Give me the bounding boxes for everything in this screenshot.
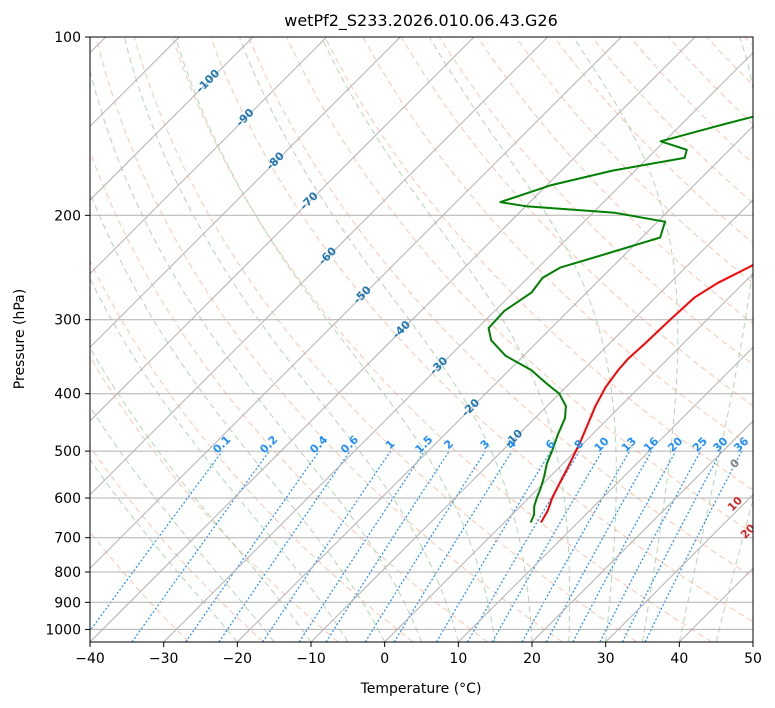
mixing-ratio-line <box>621 450 722 642</box>
isotherm-line <box>457 346 753 642</box>
isotherm-line <box>605 493 753 642</box>
x-axis-label: Temperature (°C) <box>360 681 482 697</box>
chart-title: wetPf2_S233.2026.010.06.43.G26 <box>284 11 558 31</box>
isotherm-line <box>90 37 549 496</box>
x-tick-label: −30 <box>149 651 179 667</box>
y-axis-label: Pressure (hPa) <box>12 289 28 389</box>
isotherm-line <box>90 37 696 642</box>
mixing-ratio-lines <box>90 450 743 642</box>
moist-adiabat-line <box>123 37 459 642</box>
mixing-ratio-line <box>90 450 223 632</box>
dry-adiabat-line <box>400 37 753 407</box>
x-tick-label: 40 <box>670 651 688 667</box>
dry-adiabat-line <box>438 37 753 366</box>
y-tick-label: 200 <box>54 208 81 224</box>
dry-adiabat-line <box>248 37 753 578</box>
moist-adiabat-line <box>428 37 617 642</box>
x-tick-label: 20 <box>523 651 541 667</box>
isotherm-line <box>531 420 753 642</box>
isotherm-line <box>90 37 401 349</box>
mixing-ratio-line <box>325 450 450 642</box>
y-tick-label: 500 <box>54 444 81 460</box>
dry-adiabat-line <box>90 445 264 642</box>
dewpoint-line <box>487 115 753 523</box>
x-tick-label: −10 <box>296 651 326 667</box>
x-tick-label: −20 <box>223 651 253 667</box>
y-tick-label: 700 <box>54 531 81 547</box>
dry-adiabat-line <box>90 259 414 642</box>
moist-adiabat-line <box>90 405 275 642</box>
dry-adiabat-line <box>362 37 753 449</box>
mixing-ratio-line <box>185 450 320 642</box>
x-tick-label: 30 <box>597 651 615 667</box>
moist-adiabat-line <box>715 497 753 642</box>
moist-adiabat-line <box>90 68 422 642</box>
moist-adiabat-line <box>90 277 349 642</box>
y-axis-ticks: 100 200 300 400 500 600 700 800 900 1000 <box>45 30 90 638</box>
x-tick-label: 50 <box>744 651 762 667</box>
y-tick-label: 800 <box>54 565 81 581</box>
plot-area: 0.1 0.2 0.4 0.6 1 1.5 2 3 4 6 8 10 13 16 20 25 30 36-100-… <box>90 37 771 642</box>
profile-series <box>487 115 753 523</box>
pressure-gridlines <box>90 37 753 630</box>
adiabat-label: 30 <box>751 553 771 573</box>
isotherm-line <box>236 125 753 642</box>
moist-adiabat-line <box>239 37 533 642</box>
mixing-ratio-line <box>644 450 743 642</box>
mixing-ratio-line <box>521 450 631 642</box>
isotherm-line <box>90 37 622 570</box>
isotherm-line <box>90 37 328 275</box>
x-tick-label: 10 <box>449 651 467 667</box>
temperature-line <box>540 263 753 523</box>
moist-adiabat-line <box>90 191 386 642</box>
dry-adiabat-line <box>324 37 753 491</box>
y-tick-label: 1000 <box>45 622 81 638</box>
y-tick-label: 300 <box>54 313 81 329</box>
isotherm-line <box>90 37 254 201</box>
moist-adiabat-line <box>572 37 679 642</box>
mixing-ratio-line <box>262 450 392 642</box>
isotherm-line <box>310 199 753 642</box>
dry-adiabat-line <box>629 37 753 165</box>
x-tick-label: 0 <box>380 651 389 667</box>
isotherm-line <box>163 51 753 642</box>
dry-adiabat-line <box>553 37 753 244</box>
dry-adiabat-line <box>210 37 753 623</box>
dry-adiabats <box>90 37 753 642</box>
y-tick-label: 400 <box>54 387 81 403</box>
y-tick-label: 100 <box>54 30 81 46</box>
mixing-ratio-line <box>218 450 351 642</box>
dry-adiabat-line <box>133 37 638 642</box>
x-tick-label: −40 <box>75 651 105 667</box>
moist-adiabat-line <box>90 458 238 642</box>
moist-adiabat-line <box>678 37 753 642</box>
moist-adiabat-line <box>175 37 496 642</box>
plot-frame <box>89 36 754 643</box>
y-tick-label: 900 <box>54 595 81 611</box>
isotherm-lines <box>90 37 753 642</box>
moist-adiabat-line <box>321 37 571 642</box>
isotherm-line <box>384 272 753 642</box>
isotherm-line <box>90 37 475 422</box>
dry-adiabat-line <box>95 37 563 642</box>
moist-adiabats <box>90 37 753 642</box>
x-axis-ticks: −40 −30 −20 −10 0 10 20 30 40 50 <box>75 642 762 667</box>
mixing-ratio-line <box>298 450 425 642</box>
y-tick-label: 600 <box>54 491 81 507</box>
mixing-ratio-line <box>545 450 653 642</box>
mixing-ratio-line <box>572 450 677 642</box>
mixing-ratio-line <box>393 450 513 642</box>
